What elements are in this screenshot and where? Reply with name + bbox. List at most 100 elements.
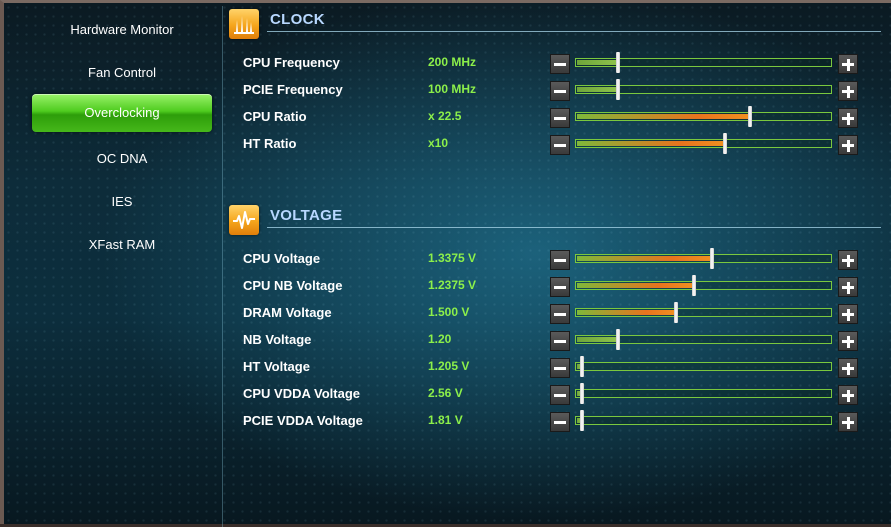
slider-track[interactable] bbox=[575, 410, 832, 431]
section-divider bbox=[267, 227, 881, 228]
slider-thumb[interactable] bbox=[616, 329, 620, 350]
setting-label: PCIE VDDA Voltage bbox=[243, 413, 363, 428]
nav-item-oc-dna[interactable]: OC DNA bbox=[96, 151, 148, 166]
increase-button[interactable] bbox=[838, 331, 858, 351]
background-pattern bbox=[4, 3, 891, 524]
slider-track[interactable] bbox=[575, 133, 832, 154]
increase-button[interactable] bbox=[838, 385, 858, 405]
setting-row: CPU Voltage 1.3375 V bbox=[243, 247, 883, 271]
setting-value: 1.205 V bbox=[428, 359, 470, 373]
decrease-button[interactable] bbox=[550, 304, 570, 324]
slider-fill bbox=[577, 87, 618, 92]
nav-item-fan-control[interactable]: Fan Control bbox=[88, 65, 156, 80]
slider-thumb[interactable] bbox=[616, 52, 620, 73]
sidebar: Hardware Monitor Fan Control Overclockin… bbox=[8, 6, 223, 527]
setting-row: CPU Frequency 200 MHz bbox=[243, 51, 883, 75]
nav-item-xfast-ram[interactable]: XFast RAM bbox=[88, 237, 156, 252]
setting-row: CPU Ratio x 22.5 bbox=[243, 105, 883, 129]
setting-value: x 22.5 bbox=[428, 109, 462, 123]
setting-label: CPU Ratio bbox=[243, 109, 307, 124]
increase-button[interactable] bbox=[838, 81, 858, 101]
setting-row: NB Voltage 1.20 bbox=[243, 328, 883, 352]
increase-button[interactable] bbox=[838, 135, 858, 155]
setting-row: PCIE Frequency 100 MHz bbox=[243, 78, 883, 102]
nav-item-ies[interactable]: IES bbox=[111, 194, 133, 209]
slider-fill bbox=[577, 310, 676, 315]
decrease-button[interactable] bbox=[550, 54, 570, 74]
slider-thumb[interactable] bbox=[723, 133, 727, 154]
increase-button[interactable] bbox=[838, 277, 858, 297]
setting-row: HT Voltage 1.205 V bbox=[243, 355, 883, 379]
slider-thumb[interactable] bbox=[710, 248, 714, 269]
voltage-section-title: VOLTAGE bbox=[270, 207, 343, 224]
setting-value: 200 MHz bbox=[428, 55, 477, 69]
increase-button[interactable] bbox=[838, 250, 858, 270]
increase-button[interactable] bbox=[838, 412, 858, 432]
setting-row: CPU VDDA Voltage 2.56 V bbox=[243, 382, 883, 406]
setting-value: 1.500 V bbox=[428, 305, 470, 319]
setting-value: 2.56 V bbox=[428, 386, 463, 400]
slider-fill bbox=[577, 418, 582, 423]
setting-value: x10 bbox=[428, 136, 449, 150]
increase-button[interactable] bbox=[838, 108, 858, 128]
slider-fill bbox=[577, 141, 725, 146]
slider-fill bbox=[577, 114, 750, 119]
decrease-button[interactable] bbox=[550, 250, 570, 270]
setting-row: CPU NB Voltage 1.2375 V bbox=[243, 274, 883, 298]
slider-track[interactable] bbox=[575, 275, 832, 296]
decrease-button[interactable] bbox=[550, 277, 570, 297]
voltage-section-header: VOLTAGE bbox=[229, 205, 881, 237]
slider-thumb[interactable] bbox=[580, 383, 584, 404]
slider-track[interactable] bbox=[575, 248, 832, 269]
setting-label: DRAM Voltage bbox=[243, 305, 332, 320]
slider-thumb[interactable] bbox=[674, 302, 678, 323]
slider-thumb[interactable] bbox=[616, 79, 620, 100]
setting-label: CPU Frequency bbox=[243, 55, 340, 70]
clock-section-header: CLOCK bbox=[229, 9, 881, 41]
slider-fill bbox=[577, 256, 712, 261]
setting-value: 1.3375 V bbox=[428, 251, 477, 265]
decrease-button[interactable] bbox=[550, 385, 570, 405]
decrease-button[interactable] bbox=[550, 358, 570, 378]
setting-row: DRAM Voltage 1.500 V bbox=[243, 301, 883, 325]
slider-thumb[interactable] bbox=[748, 106, 752, 127]
decrease-button[interactable] bbox=[550, 135, 570, 155]
setting-value: 1.2375 V bbox=[428, 278, 477, 292]
decrease-button[interactable] bbox=[550, 412, 570, 432]
decrease-button[interactable] bbox=[550, 81, 570, 101]
slider-track[interactable] bbox=[575, 106, 832, 127]
section-divider bbox=[267, 31, 881, 32]
nav-item-overclocking[interactable]: Overclocking bbox=[32, 94, 212, 132]
setting-value: 1.20 bbox=[428, 332, 452, 346]
slider-thumb[interactable] bbox=[580, 410, 584, 431]
slider-track[interactable] bbox=[575, 52, 832, 73]
setting-label: HT Ratio bbox=[243, 136, 297, 151]
slider-track[interactable] bbox=[575, 383, 832, 404]
slider-thumb[interactable] bbox=[692, 275, 696, 296]
setting-value: 100 MHz bbox=[428, 82, 477, 96]
increase-button[interactable] bbox=[838, 304, 858, 324]
clock-bars-icon bbox=[229, 9, 259, 39]
voltage-wave-icon bbox=[229, 205, 259, 235]
slider-track[interactable] bbox=[575, 329, 832, 350]
clock-section-title: CLOCK bbox=[270, 11, 325, 28]
setting-label: NB Voltage bbox=[243, 332, 312, 347]
slider-track[interactable] bbox=[575, 356, 832, 377]
decrease-button[interactable] bbox=[550, 108, 570, 128]
slider-track[interactable] bbox=[575, 79, 832, 100]
increase-button[interactable] bbox=[838, 358, 858, 378]
slider-thumb[interactable] bbox=[580, 356, 584, 377]
setting-row: HT Ratio x10 bbox=[243, 132, 883, 156]
setting-row: PCIE VDDA Voltage 1.81 V bbox=[243, 409, 883, 433]
increase-button[interactable] bbox=[838, 54, 858, 74]
nav-item-hardware-monitor[interactable]: Hardware Monitor bbox=[70, 22, 174, 37]
setting-label: CPU VDDA Voltage bbox=[243, 386, 361, 401]
slider-fill bbox=[577, 364, 582, 369]
decrease-button[interactable] bbox=[550, 331, 570, 351]
slider-track[interactable] bbox=[575, 302, 832, 323]
setting-value: 1.81 V bbox=[428, 413, 463, 427]
slider-fill bbox=[577, 337, 618, 342]
setting-label: CPU Voltage bbox=[243, 251, 321, 266]
slider-fill bbox=[577, 391, 582, 396]
